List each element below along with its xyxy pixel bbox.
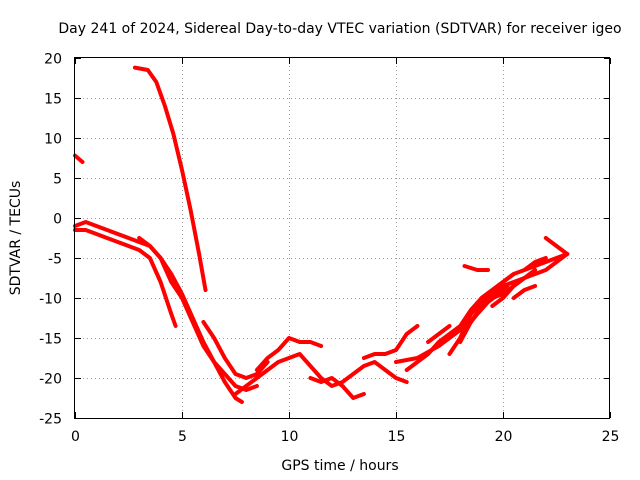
x-tick-label: 25 <box>602 429 620 445</box>
y-tick-label: -25 <box>39 412 62 428</box>
series-layer <box>73 65 570 404</box>
series-track-4 <box>73 228 178 328</box>
series-track-21 <box>543 236 570 256</box>
series-track-3 <box>73 220 259 392</box>
y-tick-label: 15 <box>44 92 62 108</box>
series-track-7 <box>233 352 409 396</box>
y-tick-label: 5 <box>53 172 62 188</box>
y-tick-label: -20 <box>39 372 62 388</box>
series-track-2 <box>132 65 208 292</box>
series-track-19 <box>490 276 527 308</box>
series-track-5 <box>137 236 244 404</box>
series-track-16 <box>468 284 510 324</box>
chart-title: Day 241 of 2024, Sidereal Day-to-day VTE… <box>58 21 621 37</box>
series-track-8 <box>254 336 324 372</box>
series-track-17 <box>462 264 490 272</box>
x-tick-label: 20 <box>495 429 513 445</box>
series-track-18 <box>522 252 570 272</box>
series-track-1 <box>73 153 85 164</box>
grid <box>75 58 610 418</box>
x-tick-label: 10 <box>281 429 299 445</box>
y-tick-label: 0 <box>53 212 62 228</box>
x-tick-label: 15 <box>388 429 406 445</box>
series-track-9 <box>308 376 366 400</box>
y-tick-label: -10 <box>39 292 62 308</box>
y-axis-label: SDTVAR / TECUs <box>8 181 24 296</box>
y-tick-label: 10 <box>44 132 62 148</box>
series-track-6 <box>201 320 270 380</box>
series-track-13 <box>426 324 452 344</box>
plot-frame <box>74 57 610 419</box>
x-axis-label: GPS time / hours <box>281 458 398 474</box>
series-track-20 <box>511 284 538 300</box>
series-track-10 <box>361 324 420 360</box>
x-tick-label: 0 <box>71 429 80 445</box>
ticks: 0 5 10 15 20 25 -25 -20 -15 -10 -5 0 5 10 15 20 <box>39 52 619 446</box>
y-tick-label: 20 <box>44 52 62 68</box>
y-tick-label: -5 <box>48 252 62 268</box>
y-tick-label: -15 <box>39 332 62 348</box>
x-tick-label: 5 <box>178 429 187 445</box>
